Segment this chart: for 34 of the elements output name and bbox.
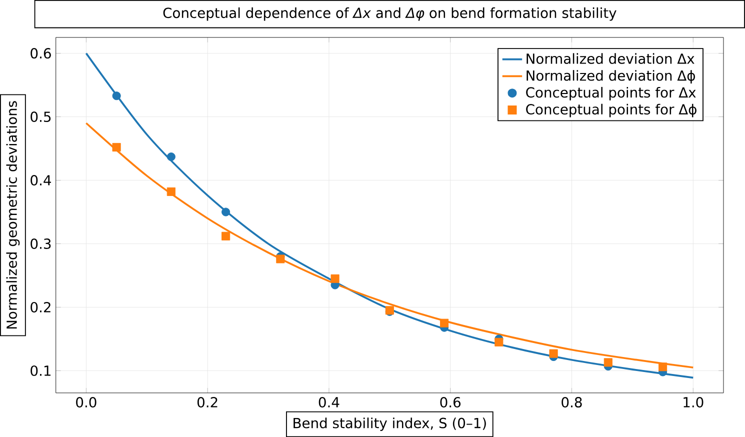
chart-title: Conceptual dependence of Δx and Δφ on bend formation stability [163,7,616,21]
y-tick-label: 0.6 [30,48,51,58]
legend-label: Normalized deviation Δϕ [526,70,695,84]
point [276,254,285,264]
x-tick-label: 0.4 [318,396,340,408]
x-tick-label: 0.2 [197,396,218,408]
y-tick-label: 0.5 [30,111,51,122]
point [222,208,230,216]
point [604,358,612,367]
x-tick-label: 1.0 [684,396,704,408]
y-tick-label: 0.3 [30,238,51,249]
point [112,142,121,152]
y-tick-label: 0.1 [30,365,50,376]
legend-label: Normalized deviation Δx [526,53,694,64]
point [330,274,340,283]
point [494,338,504,346]
x-tick-label: 0.6 [440,396,461,408]
y-tick-label: 0.2 [30,302,50,312]
x-axis-title: Bend stability index, S (0–1) [294,417,486,431]
line-series [85,52,694,379]
point [440,318,449,328]
point [166,152,176,161]
point [166,187,176,196]
y-axis-title: Normalized geometric deviations [6,101,20,328]
point [658,362,668,372]
legend-label: Conceptual points for Δϕ [526,104,696,118]
legend-label: Conceptual points for Δx [526,86,696,100]
point [222,232,230,240]
y-tick-label: 0.4 [30,174,51,186]
line-series [85,122,694,368]
point [112,91,121,100]
x-tick-label: 0.0 [76,396,96,408]
point [549,349,558,358]
x-tick-label: 0.8 [562,396,582,408]
